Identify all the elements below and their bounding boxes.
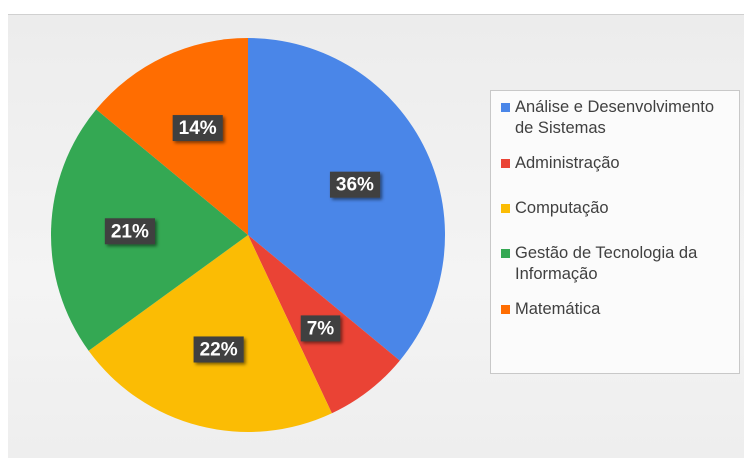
data-label-box (300, 315, 341, 342)
pie-slice (96, 38, 248, 235)
data-label-text: 7% (307, 318, 335, 339)
legend-entry: Matemática (501, 299, 731, 320)
data-label: 36% (329, 171, 381, 198)
legend-swatch (501, 159, 510, 168)
pie-slice (248, 38, 445, 361)
data-label: 21% (104, 218, 155, 245)
legend-label: Administração (515, 154, 620, 172)
legend-label: Matemática (515, 300, 601, 318)
data-label-text: 14% (179, 118, 217, 139)
legend-swatch (501, 204, 510, 213)
pie-slice (88, 235, 332, 432)
legend-swatch (501, 249, 510, 258)
legend: Análise e Desenvolvimento de Sistemas Adm… (490, 90, 740, 374)
data-label-box (193, 336, 244, 363)
legend-entry: Gestão de Tecnologia da Informação (501, 243, 731, 285)
legend-label: Gestão de Tecnologia da Informação (515, 244, 698, 283)
legend-entry: Análise e Desenvolvimento de Sistemas (501, 97, 731, 139)
data-label-box (329, 171, 381, 198)
data-label: 14% (172, 115, 223, 142)
legend-entry: Administração (501, 153, 731, 174)
data-label-text: 22% (200, 340, 238, 361)
data-label-box (172, 115, 223, 142)
data-label: 7% (300, 315, 341, 342)
data-label-box (104, 218, 155, 245)
legend-label: Computação (515, 199, 609, 217)
data-label: 22% (193, 336, 244, 363)
data-label-text: 21% (111, 221, 149, 242)
legend-label: Análise e Desenvolvimento de Sistemas (515, 98, 715, 137)
legend-swatch (501, 103, 510, 112)
legend-swatch (501, 305, 510, 314)
legend-entry: Computação (501, 198, 731, 219)
data-label-text: 36% (336, 175, 374, 196)
